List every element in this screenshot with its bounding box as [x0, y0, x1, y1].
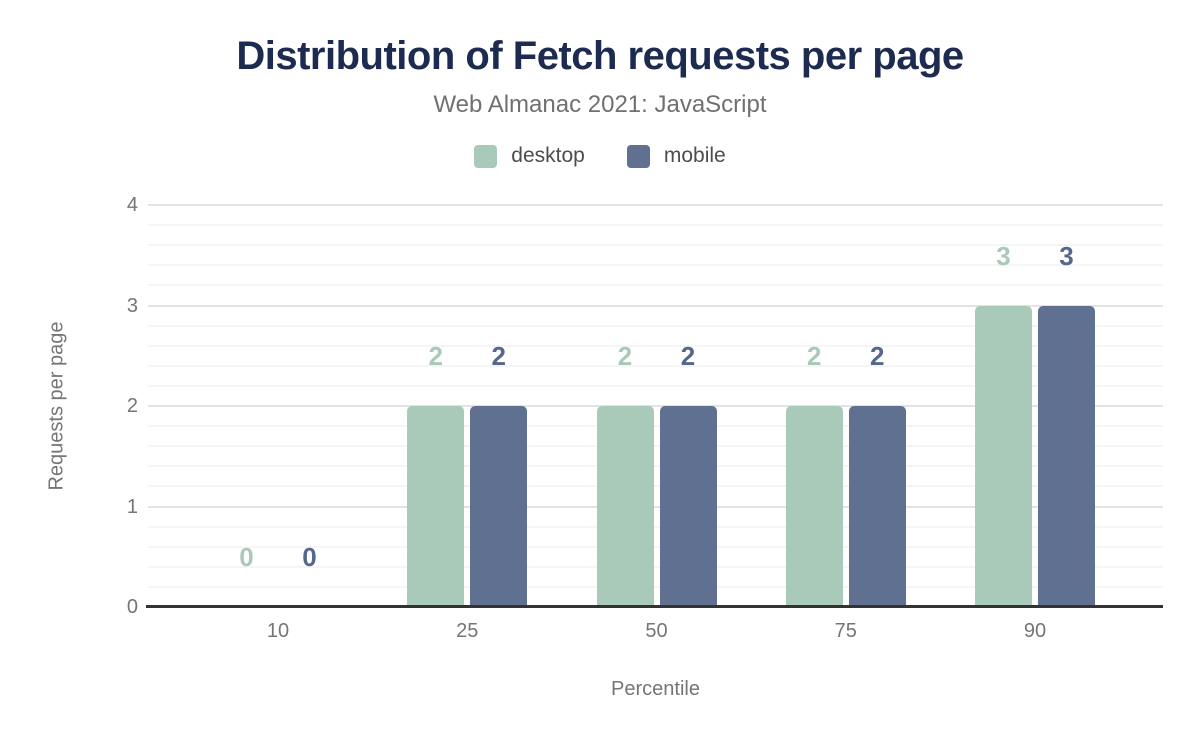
bar-mobile-p25[interactable]	[470, 406, 528, 607]
gridline-major	[148, 505, 1163, 508]
gridline-minor	[148, 364, 1163, 367]
legend-label: desktop	[511, 144, 585, 167]
gridline-major	[148, 304, 1163, 307]
legend-item-mobile[interactable]: mobile	[626, 144, 726, 168]
gridline-major	[148, 405, 1163, 407]
bar-value-label: 2	[491, 341, 506, 371]
bar-desktop-p75[interactable]	[785, 406, 843, 607]
gridline-minor	[148, 425, 1163, 428]
bar-mobile-p50[interactable]	[659, 406, 717, 607]
bar-value-label: 3	[1059, 240, 1074, 271]
x-axis-tick-label: 90	[1023, 620, 1047, 642]
legend-swatch-desktop	[474, 144, 498, 168]
gridline-minor	[148, 465, 1163, 468]
gridline-minor	[148, 565, 1163, 568]
x-axis-tick-label: 10	[266, 620, 290, 642]
gridline-major	[148, 204, 1163, 206]
legend-label: mobile	[663, 144, 726, 167]
x-axis-line	[146, 605, 1163, 608]
bar-value-label: 0	[239, 542, 254, 572]
bar-value-label: 2	[680, 341, 696, 371]
gridline-minor	[148, 445, 1163, 448]
bar-value-label: 3	[996, 240, 1011, 271]
gridline-minor	[148, 344, 1163, 347]
gridline-minor	[148, 284, 1163, 287]
gridline-minor	[148, 585, 1163, 588]
plot-area: 0 0 2 2 2 2 2 2 3 3	[146, 204, 1163, 608]
y-axis-tick-label: 2	[126, 395, 138, 417]
legend: desktop mobile	[0, 142, 1200, 170]
gridline-minor	[148, 545, 1163, 548]
chart-subtitle: Web Almanac 2021: JavaScript	[433, 91, 767, 118]
bar-desktop-p90[interactable]	[975, 305, 1032, 607]
gridline-minor	[148, 384, 1163, 387]
bar-desktop-p50[interactable]	[596, 406, 654, 607]
x-axis-tick-label: 50	[645, 620, 668, 642]
bar-value-label: 2	[870, 341, 885, 371]
gridline-minor	[148, 244, 1163, 247]
bar-value-label: 2	[617, 341, 633, 371]
gridline-minor	[148, 485, 1163, 488]
bar-value-label: 2	[428, 341, 443, 371]
bar-mobile-p90[interactable]	[1038, 305, 1095, 607]
bar-value-label: 0	[302, 542, 317, 572]
y-axis-tick-label: 1	[126, 495, 138, 518]
bar-mobile-p75[interactable]	[848, 406, 906, 607]
bar-value-label: 2	[807, 341, 822, 371]
x-axis-tick-label: 75	[834, 620, 857, 642]
legend-item-desktop[interactable]: desktop	[474, 144, 585, 168]
gridline-minor	[148, 324, 1163, 327]
gridline-minor	[148, 264, 1163, 267]
bar-desktop-p25[interactable]	[407, 406, 465, 607]
y-axis-tick-label: 3	[126, 294, 138, 317]
x-axis-title: Percentile	[611, 678, 700, 700]
gridline-minor	[148, 224, 1163, 227]
chart-title: Distribution of Fetch requests per page	[236, 34, 964, 78]
y-axis-tick-label: 4	[126, 194, 138, 216]
y-axis-tick-label: 0	[126, 596, 138, 618]
legend-swatch-mobile	[626, 144, 650, 168]
x-axis-tick-label: 25	[456, 620, 479, 642]
gridline-minor	[148, 525, 1163, 528]
